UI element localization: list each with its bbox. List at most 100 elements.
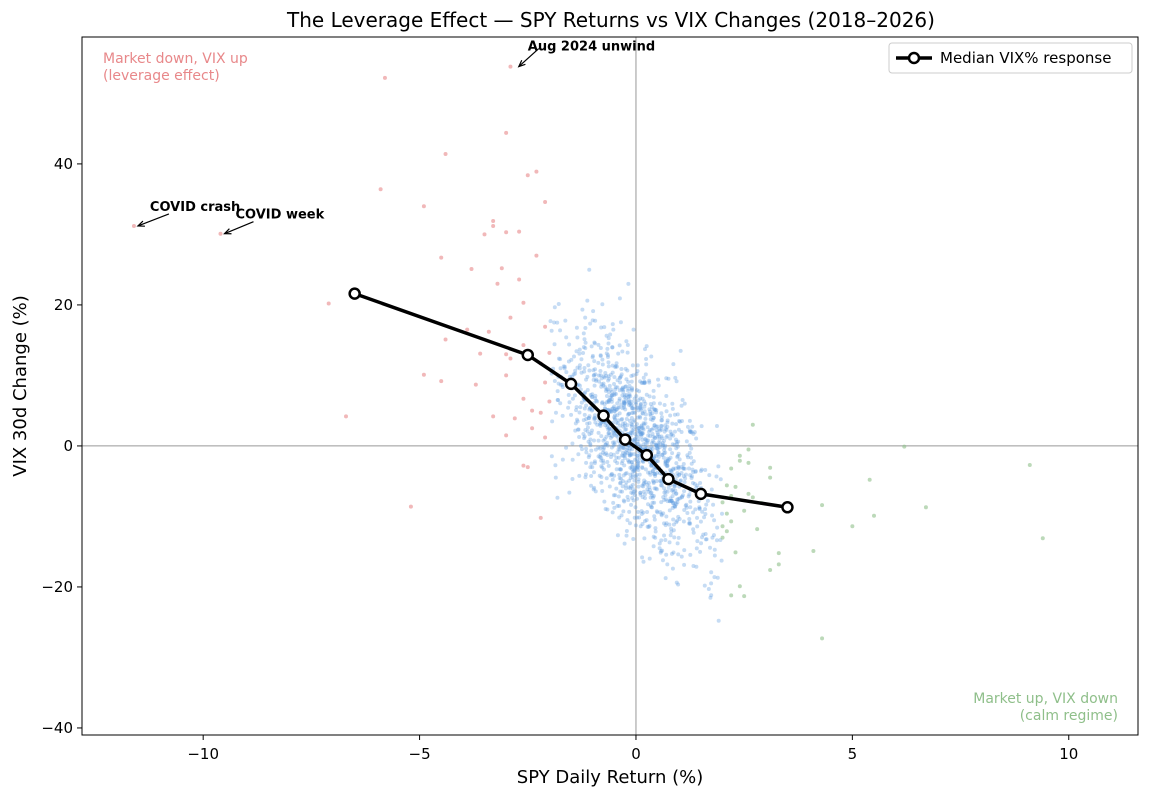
scatter-point	[649, 354, 654, 359]
scatter-point	[668, 413, 673, 418]
scatter-point	[621, 424, 626, 429]
scatter-point	[665, 463, 670, 468]
scatter-point	[709, 570, 714, 575]
scatter-point	[643, 467, 648, 472]
scatter-point	[650, 495, 655, 500]
scatter-point	[491, 414, 496, 419]
scatter-point	[491, 219, 496, 224]
scatter-point	[688, 473, 693, 478]
scatter-point	[691, 530, 696, 535]
corner-label-bottom-right-2: (calm regime)	[1020, 708, 1118, 724]
scatter-point	[674, 379, 679, 384]
scatter-point	[687, 517, 692, 522]
scatter-point	[592, 341, 597, 346]
scatter-point	[610, 430, 615, 435]
scatter-point	[746, 447, 751, 452]
scatter-point	[609, 393, 614, 398]
scatter-point	[598, 373, 603, 378]
scatter-point	[691, 459, 696, 464]
scatter-point	[662, 498, 667, 503]
scatter-point	[582, 434, 587, 439]
scatter-point	[661, 455, 666, 460]
scatter-point	[665, 489, 670, 494]
scatter-point	[618, 320, 623, 325]
scatter-point	[555, 398, 560, 403]
scatter-point	[622, 456, 627, 461]
scatter-point	[648, 428, 653, 433]
scatter-point	[643, 412, 648, 417]
scatter-point	[627, 399, 632, 404]
scatter-point	[623, 366, 628, 371]
scatter-point	[689, 455, 694, 460]
scatter-point	[639, 511, 644, 516]
scatter-point	[621, 498, 626, 503]
scatter-point	[638, 396, 643, 401]
annotation-label: COVID week	[235, 208, 324, 223]
scatter-point	[652, 472, 657, 477]
scatter-point	[603, 506, 608, 511]
scatter-point	[687, 428, 692, 433]
scatter-point	[555, 389, 560, 394]
scatter-point	[716, 464, 721, 469]
scatter-point	[606, 431, 611, 436]
scatter-point	[601, 458, 606, 463]
scatter-point	[646, 438, 651, 443]
scatter-point	[652, 423, 657, 428]
scatter-point	[662, 429, 667, 434]
scatter-point	[632, 418, 637, 423]
scatter-point	[687, 443, 692, 448]
scatter-point	[651, 434, 656, 439]
scatter-point	[667, 498, 672, 503]
scatter-point	[644, 344, 649, 349]
scatter-point	[682, 401, 687, 406]
scatter-point	[606, 399, 611, 404]
scatter-point	[638, 490, 643, 495]
scatter-point	[676, 582, 681, 587]
scatter-point	[660, 440, 665, 445]
scatter-point	[567, 490, 572, 495]
scatter-point	[617, 405, 622, 410]
scatter-point	[683, 476, 688, 481]
scatter-point	[653, 453, 658, 458]
scatter-point	[610, 363, 615, 368]
scatter-point	[689, 461, 694, 466]
scatter-point	[624, 427, 629, 432]
scatter-point	[570, 374, 575, 379]
scatter-point	[648, 495, 653, 500]
scatter-point	[601, 438, 606, 443]
scatter-point	[688, 521, 693, 526]
corner-label-bottom-right-1: Market up, VIX down	[973, 691, 1118, 707]
scatter-point	[642, 380, 647, 385]
scatter-point	[617, 411, 622, 416]
scatter-point	[665, 420, 670, 425]
scatter-point	[652, 456, 657, 461]
scatter-point	[667, 540, 672, 545]
scatter-point	[620, 417, 625, 422]
scatter-point	[617, 396, 622, 401]
scatter-point	[673, 466, 678, 471]
scatter-point	[652, 407, 657, 412]
scatter-point	[581, 418, 586, 423]
scatter-point	[629, 416, 634, 421]
scatter-point	[639, 509, 644, 514]
scatter-point	[624, 396, 629, 401]
scatter-point	[581, 431, 586, 436]
scatter-point	[589, 483, 594, 488]
scatter-point	[601, 447, 606, 452]
scatter-point	[669, 488, 674, 493]
scatter-point	[571, 372, 576, 377]
scatter-point	[671, 490, 676, 495]
scatter-point	[579, 447, 584, 452]
scatter-point	[658, 550, 663, 555]
scatter-point	[578, 444, 583, 449]
scatter-point	[552, 342, 557, 347]
scatter-point	[583, 475, 588, 480]
scatter-point	[599, 376, 604, 381]
y-tick-label: −20	[41, 578, 73, 596]
scatter-point	[534, 169, 539, 174]
scatter-point	[618, 374, 623, 379]
scatter-point	[603, 388, 608, 393]
scatter-point	[673, 375, 678, 380]
scatter-point	[677, 419, 682, 424]
scatter-point	[586, 455, 591, 460]
